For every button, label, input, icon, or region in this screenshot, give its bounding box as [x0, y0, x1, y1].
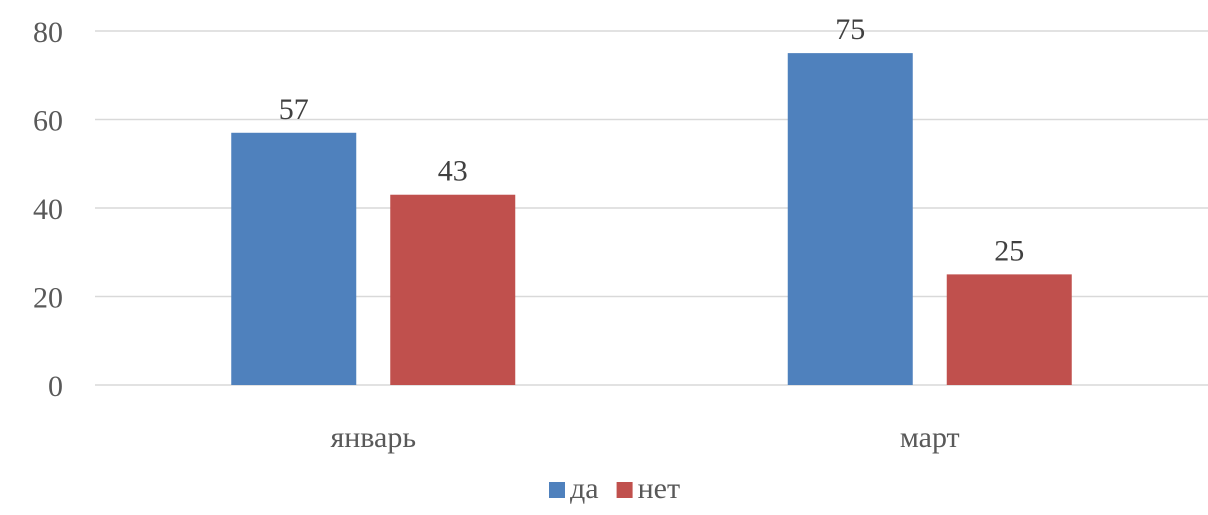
data-label: 25	[994, 234, 1024, 267]
y-tick-label: 0	[48, 370, 63, 403]
y-tick-label: 60	[33, 105, 63, 138]
data-label: 43	[438, 155, 468, 188]
y-tick-label: 40	[33, 193, 63, 226]
bar	[231, 132, 357, 385]
bars	[231, 53, 1072, 385]
x-category-label: январь	[330, 421, 416, 454]
legend-swatch	[549, 482, 565, 498]
y-tick-label: 20	[33, 282, 63, 315]
legend-swatch	[616, 482, 633, 498]
y-tick-label: 80	[33, 16, 63, 49]
x-axis-categories: январь март	[330, 421, 959, 454]
bar	[787, 53, 913, 385]
data-label: 75	[835, 13, 865, 46]
bar	[390, 194, 516, 385]
legend-label: нет	[638, 472, 680, 505]
y-axis-ticks: 0 20 40 60 80	[33, 16, 63, 403]
data-labels: 57 43 75 25	[279, 13, 1025, 267]
bar	[946, 274, 1072, 385]
legend-item: нет	[616, 472, 680, 505]
legend-label: да	[570, 472, 599, 505]
legend: да нет	[549, 472, 680, 505]
x-category-label: март	[900, 421, 960, 454]
legend-item: да	[549, 472, 599, 505]
data-label: 57	[279, 93, 309, 126]
